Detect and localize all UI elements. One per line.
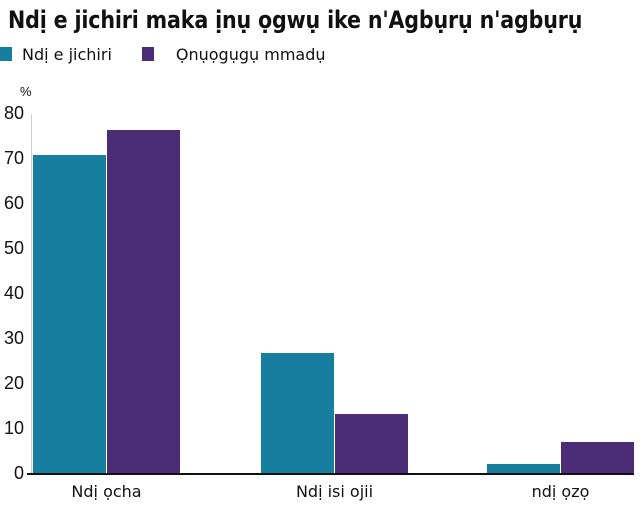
y-tick-label: 70 <box>3 148 24 168</box>
legend-label: Ndị e jichiri <box>22 44 112 64</box>
y-axis-line <box>31 114 32 474</box>
legend-swatch-teal-icon <box>0 47 12 61</box>
x-category-label: Ndị ọcha <box>71 482 142 501</box>
y-axis-unit: % <box>20 84 32 99</box>
legend-swatch-purple-icon <box>141 47 154 61</box>
x-axis-baseline <box>27 473 634 475</box>
chart-title: Ndị e jichiri maka ịnụ ọgwụ ike n'Agbụrụ… <box>8 6 583 34</box>
y-tick-label: 60 <box>3 193 24 213</box>
bar-arrested <box>487 464 560 474</box>
bar-population <box>335 413 408 474</box>
x-category-label: Ndị isi ojii <box>295 482 374 501</box>
y-tick-label: 20 <box>3 373 24 393</box>
y-tick-label: 0 <box>13 463 24 483</box>
legend-item-arrested: Ndị e jichiri <box>0 45 112 64</box>
bar-population <box>107 130 180 474</box>
legend-label: Ọnụọgụgụ mmadụ <box>175 44 326 64</box>
x-category-label: ndị ọzọ <box>531 482 590 501</box>
y-tick-label: 30 <box>3 328 24 348</box>
y-tick-label: 40 <box>3 283 24 303</box>
bar-arrested <box>33 155 106 474</box>
legend: Ndị e jichiri Ọnụọgụgụ mmadụ <box>0 43 352 65</box>
y-tick-label: 10 <box>3 418 24 438</box>
bar-population <box>561 442 634 474</box>
legend-item-population: Ọnụọgụgụ mmadụ <box>141 44 326 64</box>
y-tick-label: 80 <box>3 103 24 123</box>
y-tick-label: 50 <box>3 238 24 258</box>
bar-arrested <box>261 352 334 474</box>
